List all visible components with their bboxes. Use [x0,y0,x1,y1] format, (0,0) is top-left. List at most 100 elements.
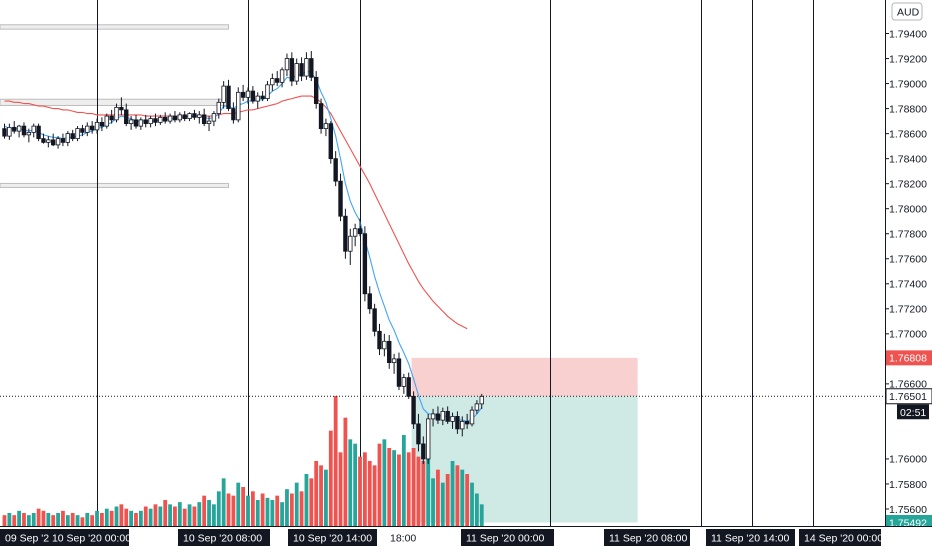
volume-bar [319,465,323,526]
y-tick-label: 1.77200 [889,304,927,316]
candle-body [464,421,470,425]
candle-body [163,116,168,122]
currency-label: AUD [897,7,920,19]
volume-bar [406,452,411,526]
candle-body [348,235,353,252]
time-axis[interactable]: 09 Sep '2 10 Sep '20 00:00 10 Sep '20 08:… [0,526,932,550]
candle-body [41,138,46,143]
candle-body [46,139,51,143]
currency-button[interactable]: AUD [891,2,923,21]
candle-body [119,106,124,111]
candle-body [425,418,431,460]
candle-body [75,128,80,140]
candle [85,122,90,137]
candle-body [65,133,71,143]
candle-body [279,69,285,83]
candle [440,407,445,426]
volume-bar [173,506,177,526]
candle-body [270,78,275,86]
volume-bar [397,454,401,526]
volume-bar [367,461,372,526]
candle [391,353,397,374]
candle [474,400,480,414]
candle-body [216,101,221,115]
candle-body [416,423,421,445]
volume-bar [197,502,202,526]
risk-zone[interactable] [411,357,638,397]
volume-bar [445,474,450,526]
range-box-3[interactable] [0,182,230,188]
candle [187,112,192,122]
moving-averages [4,70,483,422]
position-tool-zones[interactable] [411,357,638,523]
candle-body [158,116,163,123]
candle-body [211,113,217,122]
candle-body [406,377,411,397]
volume-bar [270,500,275,526]
candle-body [89,125,95,131]
candle [318,98,324,134]
volume-bar [358,456,362,526]
volume-bar [411,448,416,526]
volume-bar [474,493,479,526]
volume-bars [2,396,484,526]
candle [421,436,426,464]
candle [411,391,416,429]
candle [12,121,17,134]
volume-bar [285,489,289,526]
candle-body [357,228,363,235]
currency-button-frame[interactable] [891,2,923,21]
candle-body [36,125,41,140]
candle-body [80,128,85,133]
volume-bar [46,513,51,526]
y-tick-label: 1.79200 [889,53,927,65]
candle-body [440,410,445,421]
candle-body [309,58,314,78]
candle [284,53,290,77]
volume-bar [328,430,333,526]
volume-bar [241,487,246,526]
candle-body [435,413,441,421]
price-axis[interactable]: 1.79400 1.79200 1.79000 1.78800 1.78600 1.784… [885,0,932,550]
volume-bar [416,456,421,526]
candle-body [430,413,436,420]
range-box-1[interactable] [0,24,230,30]
volume-bar [246,495,250,526]
candle [294,58,299,85]
time-label-pill-background [288,529,377,546]
candlesticks [2,51,484,464]
time-label-pill-3: 10 Sep '20 14:00 [288,529,377,546]
candle [226,79,231,112]
volume-bar [324,469,328,526]
slow-moving-average [4,95,468,330]
candle-body [226,85,231,109]
y-tick-label: 1.79000 [889,78,927,90]
volume-bar [187,504,192,526]
candle-body [114,106,119,121]
candle [163,112,168,124]
candle [250,86,256,104]
time-label-pill-1: 09 Sep '2 10 Sep '20 00:00 [0,529,131,546]
candle-body [299,63,304,77]
candle-body [411,395,416,425]
candle [231,102,236,124]
candle [26,128,32,143]
candle-body [2,128,7,137]
candle-body [167,115,173,122]
candle [460,416,465,437]
volume-bar [265,497,270,526]
candle-body [206,120,212,125]
countdown-background [897,404,929,420]
candle [333,151,338,187]
candle-body [12,126,17,132]
candle [416,413,421,452]
volume-bar [202,495,207,526]
candle-body [177,114,183,121]
candle [31,123,36,138]
volume-bar [372,465,377,526]
candle [21,122,27,138]
candle [46,136,51,148]
candle-body [245,90,251,98]
candle [133,114,139,129]
